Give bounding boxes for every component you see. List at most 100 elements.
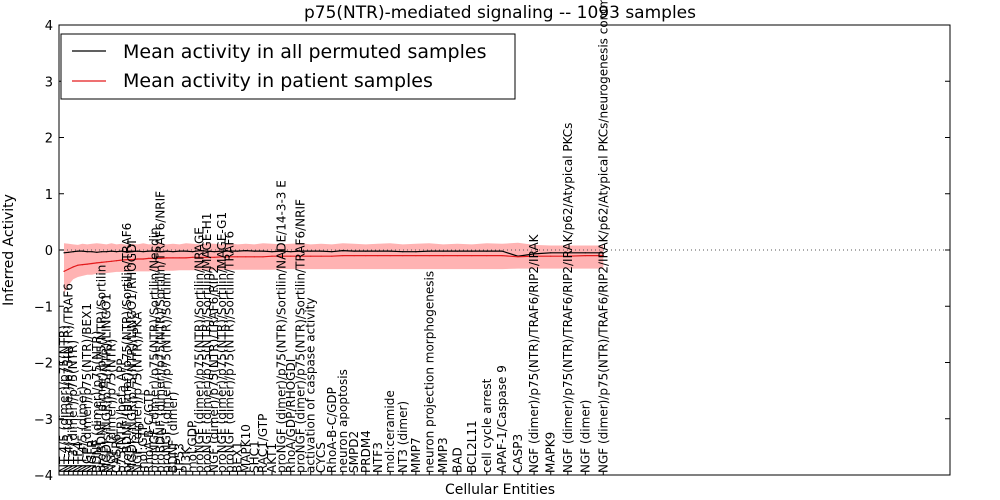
- data-point-patient: [517, 256, 519, 258]
- data-point-patient: [221, 256, 223, 258]
- data-point-permuted: [72, 251, 74, 253]
- data-point-permuted: [245, 250, 247, 252]
- x-tick-label: NGF (dimer)/p75(NTR)/PKA: [131, 311, 145, 473]
- data-point-patient: [81, 264, 84, 266]
- data-point-patient: [550, 255, 552, 257]
- x-tick-label: NTF4: [71, 442, 85, 473]
- data-point-permuted: [192, 251, 194, 253]
- data-point-patient: [245, 256, 247, 258]
- data-point-permuted: [253, 250, 255, 252]
- data-point-patient: [365, 255, 367, 257]
- data-point-permuted: [442, 250, 444, 252]
- data-point-permuted: [602, 252, 604, 254]
- data-point-patient: [486, 255, 488, 257]
- data-point-permuted: [456, 250, 458, 252]
- data-point-patient: [342, 255, 344, 257]
- x-tick-label: proBDNF (dimer)/p75(NTR)/Sortilin: [95, 265, 109, 473]
- x-tick-label: NT3 (dimer)/p75(NTR): [66, 340, 80, 473]
- x-tick-label: NT-4/5 (dimer)/p75(NTR): [57, 325, 71, 473]
- data-point-permuted: [331, 251, 333, 253]
- x-tick-label: SMPD2: [347, 431, 361, 473]
- data-point-permuted: [185, 250, 187, 252]
- data-point-permuted: [320, 250, 322, 252]
- data-point-patient: [331, 255, 333, 257]
- data-point-permuted: [353, 250, 355, 252]
- data-point-patient: [602, 255, 604, 257]
- data-point-permuted: [86, 251, 88, 253]
- data-point-permuted: [280, 250, 282, 252]
- x-tick-label: NGF (dimer)/p75(NTR)/BEX1: [80, 303, 94, 473]
- series-line-permuted: [63, 249, 604, 257]
- x-tick-label: proNGF (dimer)/p75(NTR)/Sortilin/MAGE-G1: [215, 212, 229, 473]
- data-point-permuted: [501, 250, 503, 252]
- data-point-patient: [192, 256, 194, 258]
- y-tick-label: 0: [45, 244, 53, 259]
- data-point-patient: [105, 261, 108, 263]
- data-point-patient: [320, 255, 322, 257]
- x-tick-label: NGF (dimer)/p75(NTR)/TRAF6/RIP2: [207, 266, 221, 473]
- x-tick-label: SHC1: [247, 440, 261, 473]
- x-tick-label: CASP3: [511, 434, 525, 473]
- x-tick-label: MAPK10: [239, 424, 253, 473]
- data-point-patient: [178, 257, 180, 259]
- x-tick-label: PRDM4: [359, 430, 373, 473]
- data-point-patient: [213, 256, 215, 258]
- data-point-permuted: [567, 252, 569, 254]
- data-point-permuted: [262, 250, 264, 252]
- data-point-patient: [567, 255, 569, 257]
- y-tick-label: 4: [45, 19, 53, 34]
- data-point-permuted: [110, 250, 113, 252]
- y-tick-label: 2: [45, 132, 53, 147]
- data-point-patient: [377, 255, 379, 257]
- data-point-permuted: [237, 250, 239, 252]
- data-point-permuted: [121, 250, 123, 252]
- data-point-permuted: [166, 250, 168, 252]
- data-point-permuted: [101, 251, 103, 253]
- x-tick-label: CASP6: [110, 434, 124, 473]
- x-tick-label: mol:GDP: [186, 421, 200, 473]
- x-tick-label: BDNF (dimer)/p75(NTR): [90, 331, 104, 473]
- data-point-patient: [442, 255, 444, 257]
- data-point-permuted: [137, 250, 139, 252]
- data-point-patient: [160, 257, 162, 259]
- x-tick-label: NT3 (dimer): [396, 401, 410, 473]
- data-point-patient: [415, 255, 417, 257]
- data-point-permuted: [172, 251, 174, 253]
- x-tick-label: NGFR: [85, 439, 99, 473]
- x-tick-label: NGF (dimer): [578, 400, 592, 473]
- data-point-patient: [91, 262, 93, 265]
- x-tick-label: mol:ceramide: [383, 390, 397, 473]
- data-point-permuted: [178, 250, 180, 252]
- data-point-patient: [584, 255, 586, 257]
- x-tick-label: proNGF (dimer)/p75(NTR)/Sortilin/MAGE-H1: [200, 213, 214, 473]
- x-tick-label: p75(NTR)/beta APP: [115, 359, 129, 474]
- data-point-permuted: [310, 250, 312, 252]
- x-tick-label: proNGF (dimer)/p75(NTR)/Sortilin/Necdin: [148, 227, 162, 473]
- data-point-patient: [172, 257, 174, 259]
- data-point-permuted: [221, 250, 223, 252]
- x-tick-label: neuron apoptosis: [336, 369, 350, 473]
- x-tick-label: activation of caspase activity: [304, 298, 318, 473]
- data-point-patient: [253, 256, 255, 258]
- data-point-patient: [262, 256, 264, 258]
- legend: Mean activity in all permuted samples Me…: [60, 33, 516, 100]
- y-axis-label: Inferred Activity: [1, 194, 17, 306]
- chart-title: p75(NTR)-mediated signaling -- 1093 samp…: [304, 3, 696, 23]
- data-point-patient: [110, 260, 113, 262]
- data-point-patient: [115, 260, 118, 262]
- x-tick-label: BEX1: [231, 441, 245, 473]
- data-point-permuted: [290, 251, 292, 253]
- data-point-patient: [185, 257, 187, 259]
- data-point-patient: [389, 255, 391, 257]
- legend-entry-patient: Mean activity in patient samples: [123, 70, 433, 92]
- data-point-permuted: [142, 251, 144, 253]
- x-tick-label: proNGF (dimer)/p75(NTR)/Sortilin/NADE/14…: [274, 180, 288, 473]
- patient-activity-band: [64, 242, 604, 294]
- series-line-patient: [63, 255, 604, 272]
- data-point-permuted: [584, 252, 586, 254]
- data-point-patient: [96, 262, 98, 264]
- data-point-patient: [77, 264, 79, 266]
- data-point-permuted: [131, 251, 133, 253]
- legend-entry-permuted: Mean activity in all permuted samples: [123, 41, 486, 63]
